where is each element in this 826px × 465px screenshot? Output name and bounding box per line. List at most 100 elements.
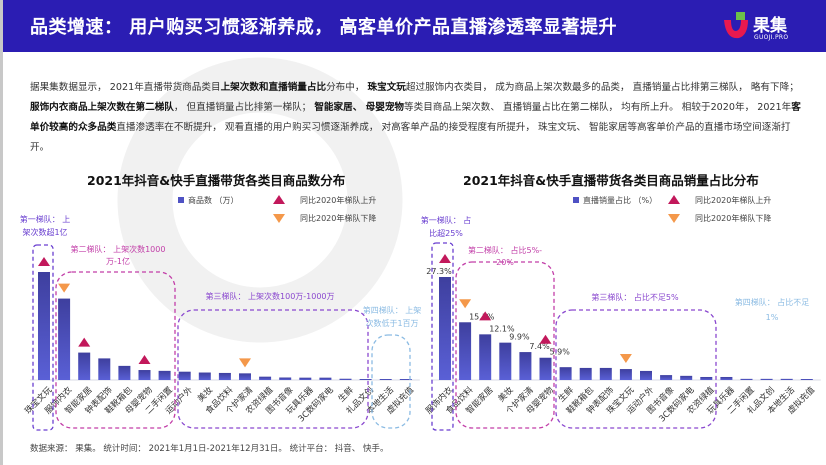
bar-食品饮料 <box>218 372 231 380</box>
bar-食品饮料 <box>459 322 472 380</box>
body-text: ， 但直播销量占比排第一梯队； <box>173 102 315 113</box>
logo-text: 果集 <box>753 16 787 36</box>
tier-1-annotation: 第一梯队： 上 <box>20 214 71 224</box>
tier-2-box <box>455 261 555 429</box>
bar-本地生活 <box>780 378 793 380</box>
bar-二手闲置 <box>158 370 171 380</box>
bar-母婴宠物 <box>539 357 552 380</box>
bar-农资绿植 <box>700 376 713 380</box>
tier-1-box <box>32 244 54 431</box>
tier-2-box <box>55 271 176 429</box>
header-bar: 品类增速： 用户购买习惯逐渐养成， 高客单价产品直播渗透率显著提升 果集 GUO… <box>3 0 826 52</box>
legend-down-label: 同比2020年梯队下降 <box>695 213 771 223</box>
bar-礼品文创 <box>760 378 773 380</box>
bar-玩具乐器 <box>299 377 312 380</box>
tier-1-box <box>431 242 454 431</box>
tier-up-triangle-icon <box>138 355 151 365</box>
body-text: 据果集数据显示， 2021年直播带货商品类目 <box>30 82 221 93</box>
data-label: 7.4% <box>529 342 550 351</box>
tier-2-annotation: 第二梯队： 上架次数1000 <box>71 244 166 254</box>
bar-礼品文创 <box>359 379 372 380</box>
bar-个护家清 <box>519 352 532 380</box>
bar-鞋靴箱包 <box>579 367 592 380</box>
body-text: 等类目商品上架次数、 直播销量占比在第二梯队， 均有所上升。 相较于2020年，… <box>404 102 792 113</box>
tier-up-triangle-icon <box>439 254 451 263</box>
data-source-note: 数据来源： 果集。 统计时间： 2021年1月1日-2021年12月31日。 统… <box>30 444 389 454</box>
data-label: 5.9% <box>550 348 571 357</box>
bar-生鲜 <box>339 378 352 380</box>
bar-个护家清 <box>239 373 251 380</box>
tier-up-triangle-icon <box>479 311 492 321</box>
bar-钟表配饰 <box>599 367 612 380</box>
bar-图书音像 <box>279 377 292 380</box>
legend-series-label: 直播销量占比 （%） <box>583 195 657 205</box>
bar-玩具乐器 <box>720 376 733 380</box>
bar-本地生活 <box>379 379 392 380</box>
legend-down-triangle-icon <box>273 214 285 223</box>
tier-3-box <box>177 309 369 429</box>
bar-虚拟充值 <box>800 379 813 380</box>
body-text: 直播渗透率在不断提升， 观看直播的用户购买习惯逐渐养成， 对高客单产品的接受程度… <box>30 122 791 153</box>
tier-2-annotation: 20% <box>496 258 514 267</box>
data-label: 27.3% <box>426 267 452 276</box>
highlight-text: 智能家居、 母婴宠物 <box>314 102 405 113</box>
bar-图书音像 <box>660 375 673 380</box>
chart-title-left: 2021年抖音&快手直播带货各类目商品数分布 <box>87 173 346 188</box>
bar-鞋靴箱包 <box>118 365 131 380</box>
bar-美妆 <box>198 372 211 380</box>
tier-1-annotation: 比超25% <box>429 228 463 238</box>
bar-智能家居 <box>479 334 492 380</box>
data-label: 9.9% <box>509 333 530 342</box>
highlight-text: 客单价较高的众多品类 <box>30 102 801 133</box>
tier-1-annotation: 架次数超1亿 <box>22 227 67 237</box>
tier-4-annotation: 第四梯队： 占比不足 <box>735 297 810 307</box>
legend-down-triangle-icon <box>668 214 680 223</box>
highlight-text: 珠宝文玩 <box>367 82 406 93</box>
tier-4-annotation: 次数低于1百万 <box>365 318 418 328</box>
page-title: 品类增速： 用户购买习惯逐渐养成， 高客单价产品直播渗透率显著提升 <box>30 17 618 38</box>
legend-up-label: 同比2020年梯队上升 <box>695 195 771 205</box>
bar-运动户外 <box>640 370 652 380</box>
tier-2-annotation: 万-1亿 <box>106 256 130 266</box>
bar-农资绿植 <box>259 376 272 380</box>
bar-美妆 <box>499 342 512 380</box>
bar-3C数码家电 <box>680 375 693 380</box>
logo-subtext: GUOJI.PRO <box>754 34 789 41</box>
tier-down-triangle-icon <box>459 299 472 309</box>
tier-down-triangle-icon <box>58 283 71 293</box>
bar-3C数码家电 <box>319 377 332 380</box>
legend-up-label: 同比2020年梯队上升 <box>300 195 376 205</box>
legend-series-label: 商品数 （万） <box>188 195 239 205</box>
tier-up-triangle-icon <box>539 334 552 344</box>
tier-up-triangle-icon <box>78 337 91 347</box>
highlight-text: 上架次数和直播销量占比 <box>220 82 327 93</box>
bar-虚拟充值 <box>399 379 412 380</box>
legend-up-triangle-icon <box>273 195 285 204</box>
tier-3-annotation: 第三梯队： 上架次数100万-1000万 <box>205 291 334 301</box>
bar-生鲜 <box>559 367 572 380</box>
bar-智能家居 <box>78 352 91 380</box>
body-text: 分布中， <box>326 82 368 93</box>
left-border <box>0 0 3 465</box>
bar-二手闲置 <box>740 378 753 380</box>
bar-珠宝文玩 <box>38 272 50 380</box>
bar-服饰内衣 <box>58 298 71 380</box>
logo: 果集 GUOJI.PRO <box>721 10 821 46</box>
highlight-text: 服饰内衣商品上架次数在第二梯队 <box>30 102 174 113</box>
bar-运动户外 <box>178 371 191 380</box>
legend-swatch <box>178 197 184 203</box>
tier-down-triangle-icon <box>239 358 251 368</box>
bar-服饰内衣 <box>439 277 451 380</box>
body-text: 超过服饰内衣类目， 成为商品上架次数最多的品类， 直播销量占比排第三梯队， 略有… <box>405 82 799 93</box>
logo-mark-icon <box>724 12 748 39</box>
bar-钟表配饰 <box>98 358 111 380</box>
tier-4-annotation: 1% <box>766 313 779 322</box>
legend-up-triangle-icon <box>668 195 680 204</box>
tier-down-triangle-icon <box>619 354 632 364</box>
data-label: 12.1% <box>489 324 515 333</box>
tier-3-box <box>555 309 717 429</box>
tier-up-triangle-icon <box>38 257 50 266</box>
tier-4-box <box>371 334 411 429</box>
